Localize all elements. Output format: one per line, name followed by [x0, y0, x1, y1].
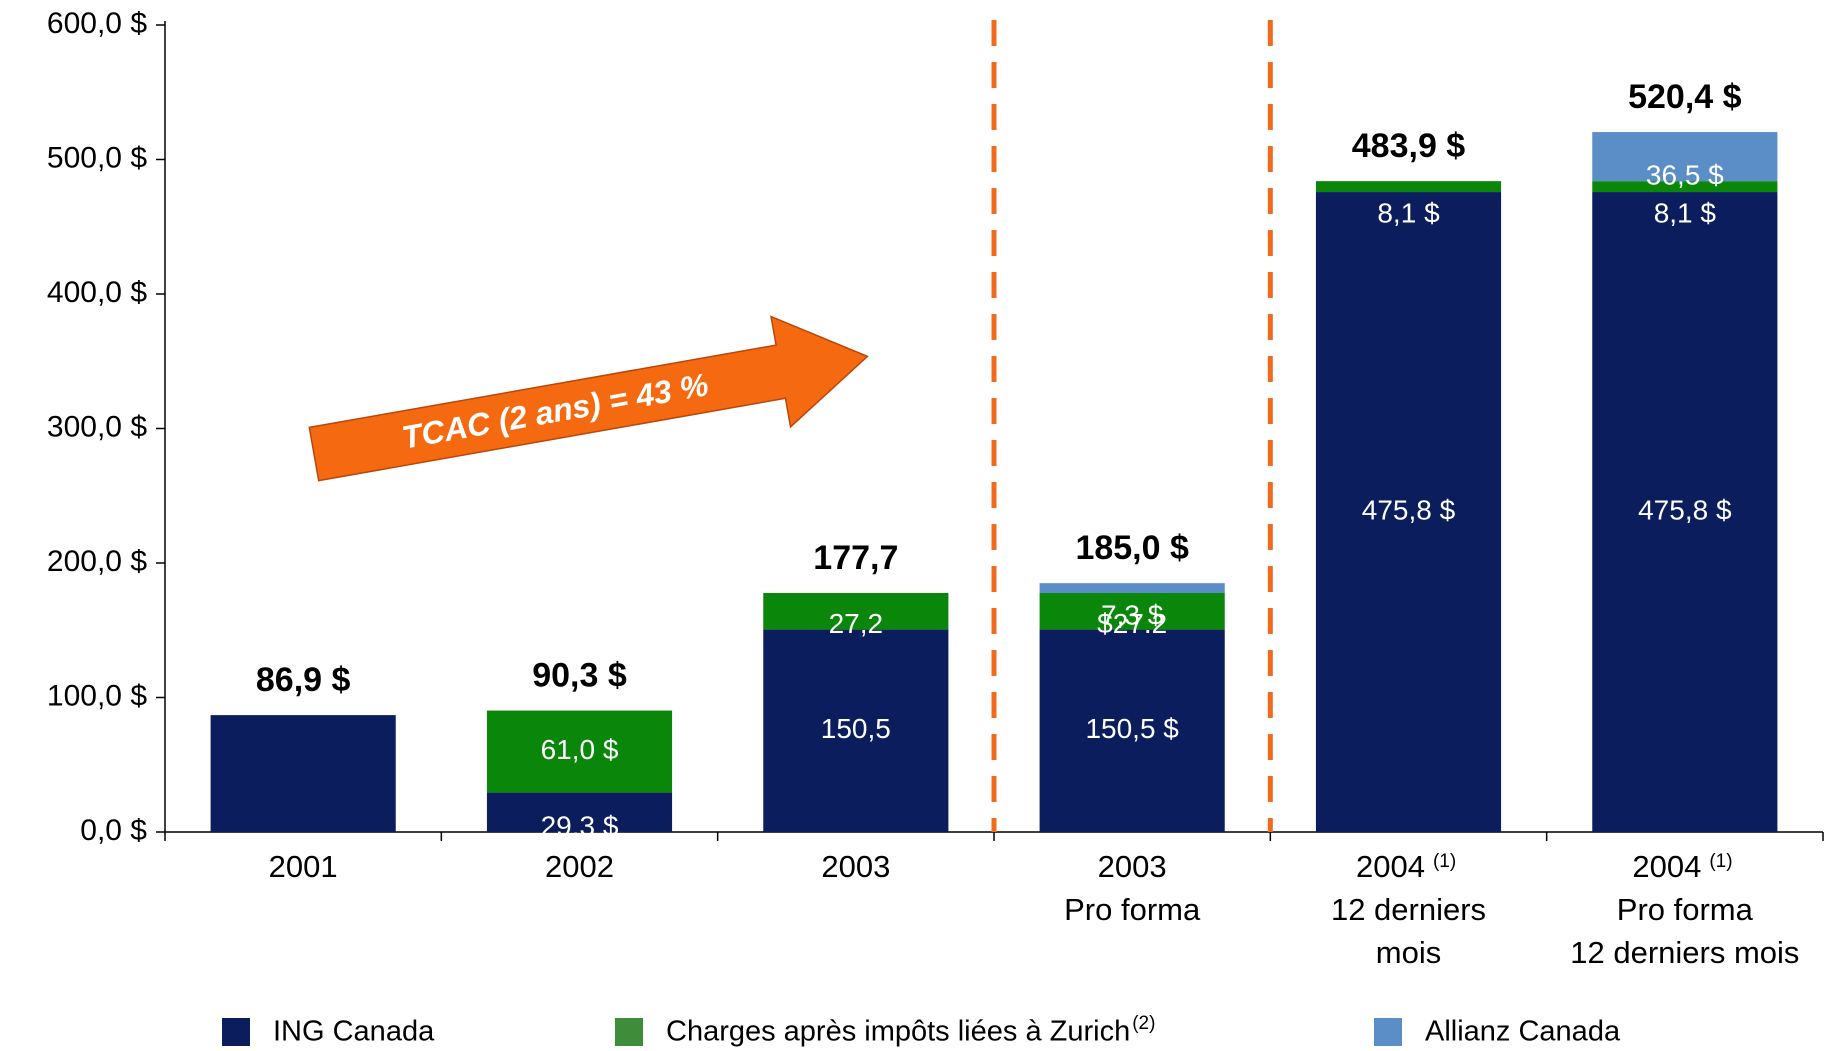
bar-segment: [763, 629, 949, 832]
legend-swatch: [222, 1018, 250, 1046]
value-label: 36,5 $: [1646, 160, 1724, 191]
bar-segment: [1592, 132, 1778, 182]
y-tick-label: 100,0 $: [47, 679, 147, 712]
legend-swatch: [615, 1018, 643, 1046]
bar-segment: [486, 792, 673, 832]
value-label: 27,2: [829, 608, 884, 639]
total-label: 185,0 $: [1075, 529, 1189, 567]
legend-label: Allianz Canada: [1425, 1016, 1621, 1048]
value-label: 29,3 $: [541, 810, 619, 841]
bar-segment: [1592, 181, 1778, 193]
value-label: 150,5: [821, 713, 891, 744]
x-tick-note: (1): [1433, 851, 1456, 872]
y-tick-label: 500,0 $: [47, 141, 147, 174]
growth-arrow: TCAC (2 ans) = 43 %: [308, 315, 869, 482]
value-label: 7,3 $: [1101, 600, 1164, 631]
total-label: 520,4 $: [1628, 78, 1742, 116]
bar-segment: [763, 592, 949, 630]
bar-segment: [1315, 192, 1502, 832]
x-tick-label: 2002: [545, 849, 614, 884]
value-label: $27.2: [1097, 608, 1167, 639]
x-tick-note: (1): [1709, 851, 1732, 872]
value-label: 61,0 $: [541, 734, 619, 765]
y-tick-label: 400,0 $: [47, 276, 147, 309]
value-label: 475,8 $: [1362, 494, 1456, 525]
x-tick-label: mois: [1376, 935, 1441, 970]
value-label: 8,1 $: [1654, 198, 1717, 229]
legend-label: ING Canada: [273, 1016, 435, 1048]
x-tick-label: 12 derniers mois: [1570, 935, 1799, 970]
value-label: 475,8 $: [1638, 494, 1732, 525]
y-tick-label: 300,0 $: [47, 410, 147, 443]
x-tick-label: Pro forma: [1064, 892, 1201, 927]
bar-segment: [486, 710, 673, 793]
value-label: 150,5 $: [1085, 713, 1179, 744]
total-label: 483,9 $: [1352, 127, 1466, 165]
total-label: 177,7: [813, 539, 898, 577]
bar-segment: [210, 715, 396, 832]
y-tick-label: 0,0 $: [80, 814, 147, 847]
y-tick-label: 600,0 $: [47, 7, 147, 40]
x-tick-label: Pro forma: [1617, 892, 1754, 927]
x-tick-label: 2003: [1098, 849, 1167, 884]
x-tick-label: 12 derniers: [1331, 892, 1486, 927]
y-tick-label: 200,0 $: [47, 545, 147, 578]
bar-segment: [1039, 629, 1225, 832]
arrow-shape: [308, 315, 869, 482]
bar-segment: [1039, 583, 1225, 593]
legend-note: (2): [1132, 1013, 1155, 1034]
x-tick-label: 2004: [1632, 849, 1701, 884]
bar-segment: [1592, 192, 1778, 832]
bar-segment: [1039, 592, 1225, 630]
x-tick-label: 2003: [821, 849, 890, 884]
x-tick-label: 2001: [269, 849, 338, 884]
x-tick-label: 2004: [1356, 849, 1425, 884]
value-label: 8,1 $: [1377, 198, 1440, 229]
bar-segment: [1315, 181, 1502, 193]
legend-label: Charges après impôts liées à Zurich: [666, 1016, 1130, 1048]
total-label: 86,9 $: [256, 661, 351, 699]
total-label: 90,3 $: [532, 657, 627, 695]
legend-swatch: [1374, 1018, 1402, 1046]
